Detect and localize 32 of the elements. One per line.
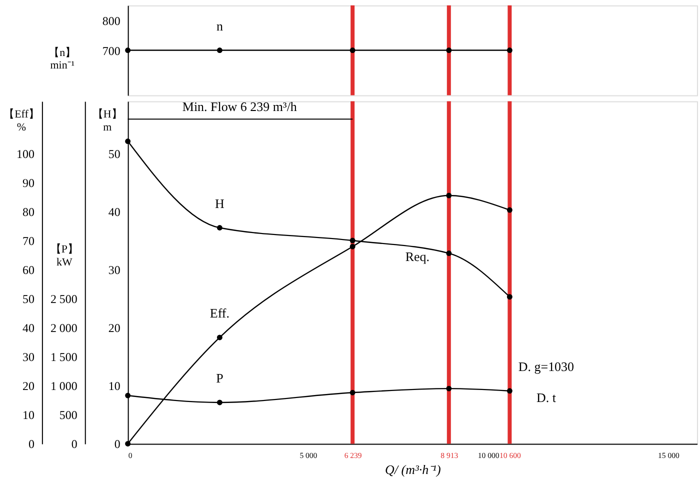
y-tick-label: 0 — [28, 437, 34, 452]
y-tick-label: 700 — [102, 44, 120, 58]
y-axis-title: 【Eff】 % — [4, 108, 40, 134]
y-tick-label: 90 — [22, 176, 34, 190]
y3-tick-label: 1 500 — [50, 350, 78, 364]
y3-tick-label: 0 — [71, 437, 78, 452]
y3-axis-title: 【P】 kW — [50, 242, 78, 268]
series-label: H — [214, 196, 224, 211]
y-tick-label: 20 — [22, 379, 34, 394]
y-tick-label: 30 — [22, 350, 34, 364]
y-tick-label: 80 — [22, 204, 34, 219]
annotation: Min. Flow 6 239 m³/h — [182, 99, 298, 114]
y-tick-label: 70 — [22, 234, 34, 248]
y3-tick-label: 2 000 — [50, 321, 78, 336]
annotation: Req. — [405, 248, 430, 264]
y-tick-label: 60 — [22, 263, 34, 278]
annotation: D. g=1030 — [518, 358, 574, 374]
series-label: n — [216, 18, 224, 34]
series-label: P — [216, 370, 224, 386]
y3-tick-label: 1 000 — [50, 379, 78, 394]
y3-tick-label: 500 — [59, 408, 78, 422]
x-axis-title: Q/ (m³·h⁻¹) — [385, 462, 441, 477]
y-tick-label: 100 — [16, 146, 34, 161]
y-tick-label: 800 — [102, 14, 120, 28]
series-label: Eff. — [210, 306, 230, 320]
y-axis-title: 【n】 min⁻¹ — [48, 46, 76, 72]
y2-axis-title: 【H】 m — [92, 108, 122, 134]
y-tick-label: 40 — [22, 321, 34, 336]
y3-tick-label: 2 500 — [50, 292, 78, 306]
y-tick-label: 10 — [22, 408, 34, 422]
y-tick-label: 50 — [22, 292, 34, 306]
annotation: D. t — [536, 390, 556, 405]
